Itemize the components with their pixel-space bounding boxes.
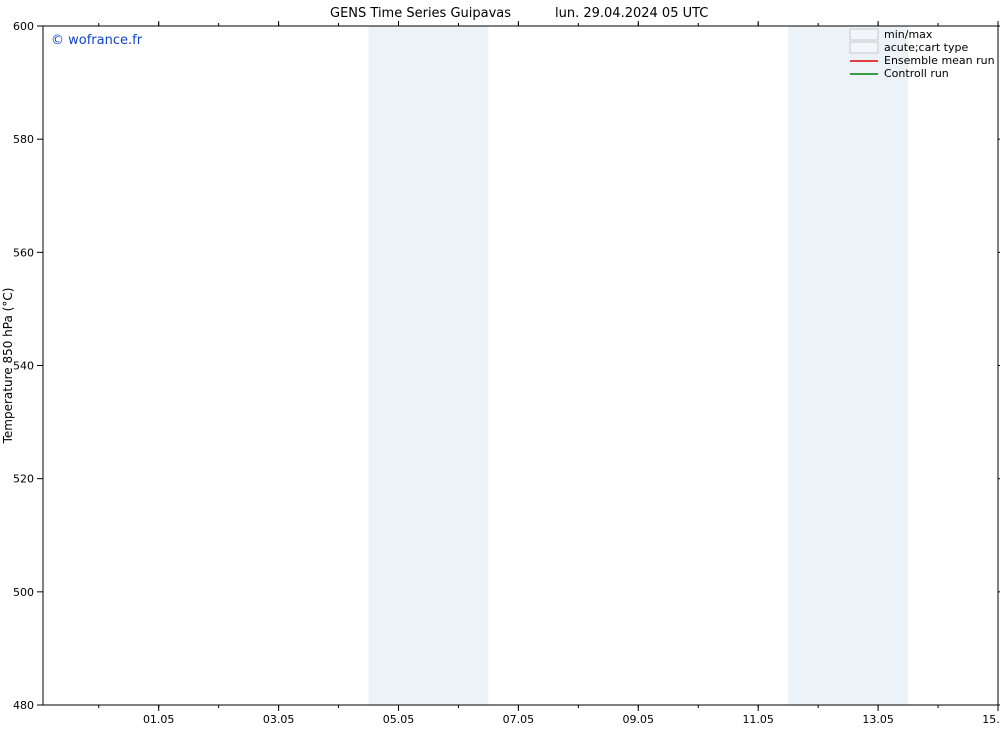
y-tick-label: 480	[13, 699, 34, 712]
x-tick-label: 07.05	[503, 713, 535, 726]
x-tick-label: 01.05	[143, 713, 175, 726]
y-tick-label: 520	[13, 473, 34, 486]
x-tick-label: 03.05	[263, 713, 295, 726]
legend-label: min/max	[884, 28, 933, 41]
weekend-band	[788, 26, 908, 705]
legend-label: acute;cart type	[884, 41, 968, 54]
x-tick-label: 05.05	[383, 713, 415, 726]
legend-swatch	[850, 29, 878, 40]
y-axis-label: Temperature 850 hPa (°C)	[1, 288, 15, 445]
chart-container: 480 500 520 540 560 580 600 01.05 03.05 05.05 07.0…	[0, 0, 1000, 733]
legend-label: Ensemble mean run	[884, 54, 995, 67]
x-tick-label: 13.05	[862, 713, 894, 726]
x-tick-label: 09.05	[623, 713, 655, 726]
y-tick-label: 540	[13, 360, 34, 373]
x-tick-label: 15.05	[982, 713, 1000, 726]
legend-label: Controll run	[884, 67, 949, 80]
y-tick-label: 580	[13, 133, 34, 146]
chart-title-right: lun. 29.04.2024 05 UTC	[555, 6, 708, 21]
chart-svg: 480 500 520 540 560 580 600 01.05 03.05 05.05 07.0…	[0, 0, 1000, 733]
x-tick-label: 11.05	[742, 713, 774, 726]
y-tick-label: 560	[13, 246, 34, 259]
chart-title-left: GENS Time Series Guipavas	[330, 6, 511, 21]
y-tick-label: 500	[13, 586, 34, 599]
y-tick-label: 600	[13, 20, 34, 33]
watermark: © wofrance.fr	[51, 33, 143, 48]
legend-swatch	[850, 42, 878, 53]
weekend-band	[369, 26, 489, 705]
